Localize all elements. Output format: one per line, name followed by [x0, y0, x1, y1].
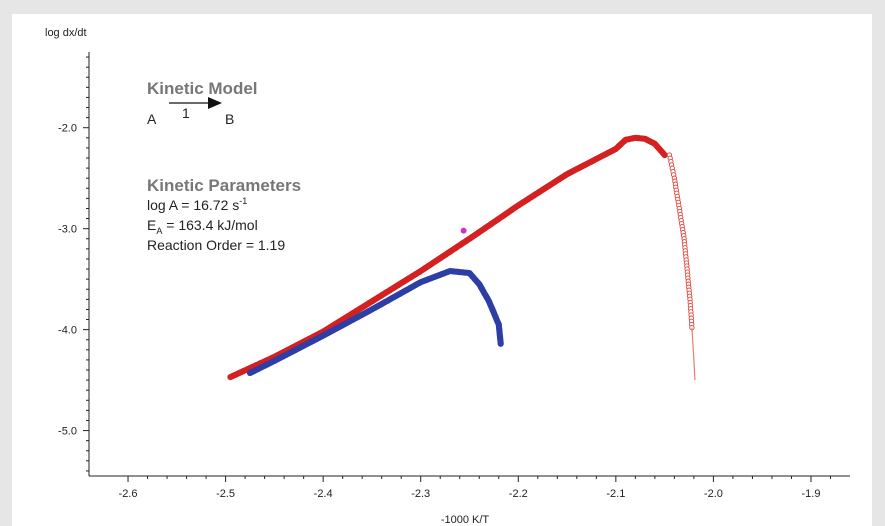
ea-value: = 163.4 kJ/mol [162, 217, 257, 233]
reactant-label: A [147, 111, 157, 127]
highlight-point [460, 227, 467, 234]
x-tick-label: -2.0 [704, 488, 723, 500]
y-tick-label: -2.0 [58, 123, 77, 135]
series-layer [227, 134, 696, 381]
y-ticks: -2.0 -3.0 -4.0 -5.0 [58, 56, 89, 472]
x-tick-label: -2.2 [509, 488, 528, 500]
reaction-order-parameter: Reaction Order = 1.19 [147, 237, 285, 253]
x-tick-label: -2.3 [411, 488, 430, 500]
kinetic-model-heading: Kinetic Model [147, 79, 258, 98]
activation-energy-parameter: EA = 163.4 kJ/mol [147, 217, 258, 236]
x-tick-label: -2.1 [606, 488, 625, 500]
log-a-text: log A = 16.72 s [147, 197, 239, 213]
ea-subscript: A [156, 226, 162, 236]
y-axis-label: log dx/dt [45, 27, 87, 39]
chart-panel: log dx/dt -1000 K/T -2.0 -3.0 -4.0 -5.0 -2.… [12, 14, 872, 526]
x-axis-label: -1000 K/T [441, 514, 490, 526]
x-ticks: -2.6 -2.5 -2.4 -2.3 -2.2 -2.1 -2.0 -1.9 [119, 476, 831, 500]
y-tick-label: -5.0 [58, 426, 77, 438]
reaction-step-label: 1 [182, 105, 190, 121]
x-tick-label: -2.4 [314, 488, 333, 500]
chart-svg: log dx/dt -1000 K/T -2.0 -3.0 -4.0 -5.0 -2.… [45, 27, 850, 526]
x-tick-label: -2.5 [216, 488, 235, 500]
y-tick-label: -4.0 [58, 325, 77, 337]
reaction-arrow-head [208, 97, 222, 109]
x-tick-label: -2.6 [119, 488, 138, 500]
x-tick-label: -1.9 [801, 488, 820, 500]
log-a-superscript: -1 [239, 196, 247, 206]
product-label: B [225, 111, 234, 127]
series-0-point [661, 151, 668, 159]
y-tick-label: -3.0 [58, 224, 77, 236]
log-a-parameter: log A = 16.72 s-1 [147, 196, 247, 213]
series-2-line [691, 327, 696, 381]
kinetic-parameters-heading: Kinetic Parameters [147, 176, 301, 195]
kinetic-annotation: Kinetic Model A 1 B Kinetic Parameters l… [147, 79, 301, 253]
ea-symbol: E [147, 217, 156, 233]
series-3-point [497, 340, 504, 347]
